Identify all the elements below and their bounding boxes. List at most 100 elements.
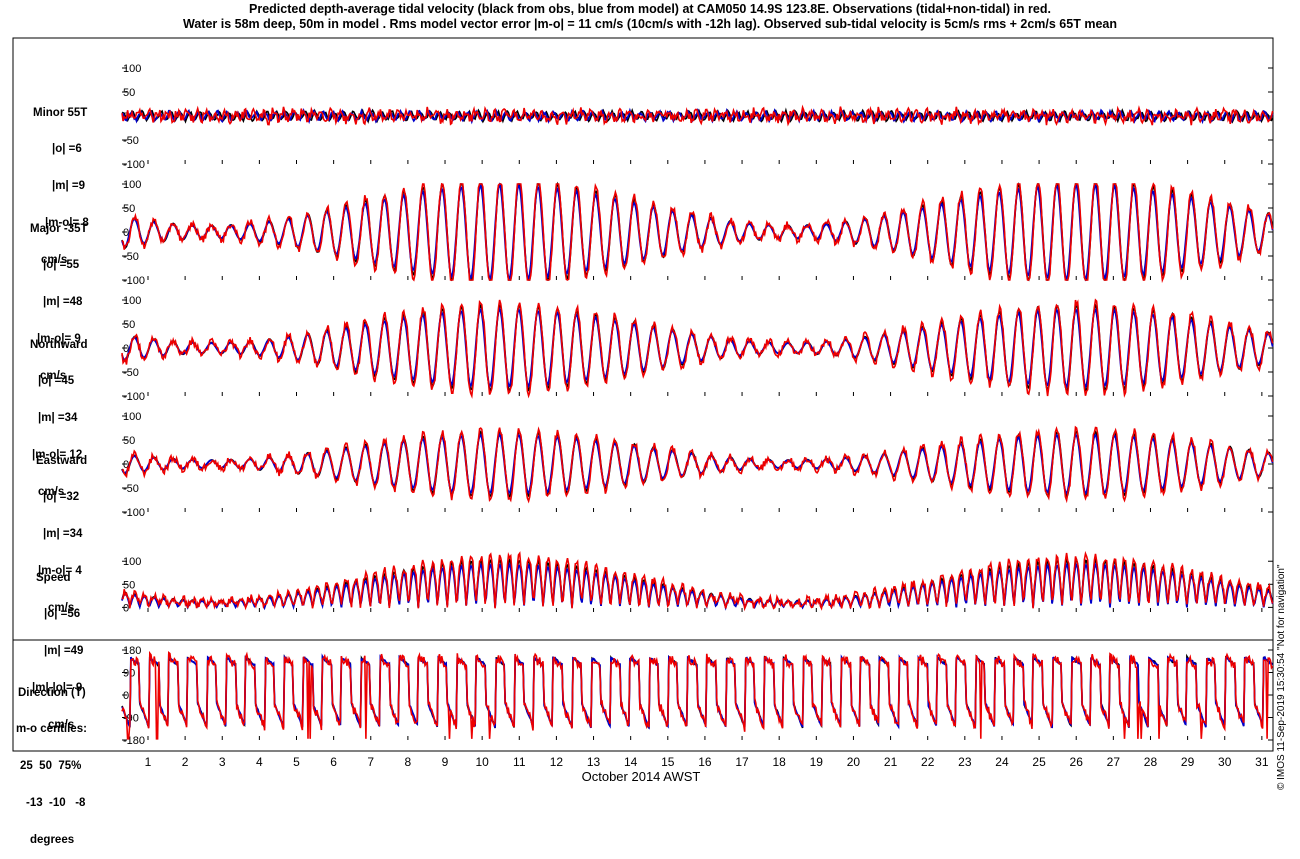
x-tick-label: 8: [405, 755, 412, 769]
y-tick-label: 100: [123, 63, 141, 75]
copyright-stamp: © IMOS 11-Sep-2019 15:30:54 "Not for nav…: [1276, 564, 1287, 790]
y-tick-label: 90: [123, 668, 135, 680]
label-line: cm/s: [48, 719, 75, 732]
y-tick-label: 0: [123, 227, 129, 239]
x-tick-label: 19: [810, 755, 824, 769]
x-tick-label: 1: [145, 755, 152, 769]
label-line: |m-o|= 8: [45, 217, 89, 230]
panel-label-direction: Direction (T) m-o centiles: 25 50 75% -1…: [16, 662, 87, 859]
y-tick-label: 100: [123, 411, 141, 423]
label-line: |m| =48: [43, 296, 83, 309]
series-line-east-2: [121, 425, 1274, 504]
x-tick-label: 5: [293, 755, 300, 769]
x-tick-label: 28: [1144, 755, 1158, 769]
label-line: |m-o|= 12: [32, 449, 83, 462]
chart-title-line-2: Water is 58m deep, 50m in model . Rms mo…: [183, 17, 1117, 31]
panel-label-speed: Speed |o| =56 |m| =49 |m|-|o|= 9 cm/s: [32, 547, 84, 744]
label-line: |m| =34: [38, 412, 78, 425]
x-tick-label: 14: [624, 755, 638, 769]
y-tick-label: -50: [123, 483, 139, 495]
chart-canvas: 100500-50-100100500-50-100100500-50-1001…: [12, 37, 1274, 784]
panel-label-minor: Minor 55T |o| =6 |m| =9 |m-o|= 8 cm/s: [33, 82, 89, 279]
panel-label-northward: Northward |o| =45 |m| =34 |m-o|= 12 cm/s: [30, 314, 88, 511]
label-line: |m| =49: [44, 645, 84, 658]
label-line: |m| =9: [52, 180, 85, 193]
series-line-dir-2: [121, 650, 1274, 740]
y-tick-label: -100: [123, 391, 145, 403]
x-tick-label: 21: [884, 755, 898, 769]
label-line: |o| =56: [44, 608, 81, 621]
y-tick-label: -180: [123, 735, 145, 747]
y-tick-label: -50: [123, 135, 139, 147]
x-tick-label: 7: [367, 755, 374, 769]
lower-frame: [12, 639, 1274, 752]
label-line: Major -35T: [30, 222, 88, 235]
x-tick-label: 3: [219, 755, 226, 769]
x-tick-label: 22: [921, 755, 935, 769]
x-tick-label: 16: [698, 755, 712, 769]
series-line-minor-2: [121, 104, 1274, 127]
label-line: cm/s: [40, 370, 67, 383]
panel-label-major: Major -35T |o| =55 |m| =48 |m-o|= 9 cm/s: [30, 198, 88, 395]
x-tick-label: 24: [995, 755, 1009, 769]
x-tick-label: 26: [1070, 755, 1084, 769]
series-line-major-2: [121, 182, 1274, 284]
y-tick-label: 50: [123, 579, 135, 591]
label-line: |m-o|= 4: [38, 565, 82, 578]
panel-label-eastward: Eastward |o| =32 |m| =34 |m-o|= 4 cm/s: [36, 430, 87, 627]
chart-title-line-1: Predicted depth-average tidal velocity (…: [249, 2, 1051, 16]
label-line: |o| =45: [38, 375, 75, 388]
x-tick-label: 13: [587, 755, 601, 769]
label-line: |m-o|= 9: [37, 333, 81, 346]
x-tick-label: 10: [475, 755, 489, 769]
x-tick-label: 31: [1255, 755, 1269, 769]
label-line: 25 50 75%: [20, 760, 82, 773]
label-line: |o| =6: [52, 143, 82, 156]
label-line: -13 -10 -8: [26, 797, 86, 810]
label-line: Minor 55T: [33, 106, 88, 119]
x-tick-label: 25: [1032, 755, 1046, 769]
label-line: |o| =55: [43, 259, 80, 272]
x-tick-label: 18: [773, 755, 787, 769]
y-tick-label: 50: [123, 435, 135, 447]
label-line: Northward: [30, 338, 88, 351]
label-line: |m| =34: [43, 528, 83, 541]
y-tick-label: -100: [123, 275, 145, 287]
x-tick-label: 27: [1107, 755, 1121, 769]
x-tick-label: 23: [958, 755, 972, 769]
y-tick-label: 0: [123, 343, 129, 355]
y-tick-label: -100: [123, 507, 145, 519]
y-tick-label: 0: [123, 602, 129, 614]
y-tick-label: 100: [123, 179, 141, 191]
y-tick-label: -50: [123, 251, 139, 263]
label-line: cm/s: [48, 602, 75, 615]
y-tick-label: 50: [123, 203, 135, 215]
label-line: cm/s: [38, 486, 65, 499]
y-tick-label: 100: [123, 295, 141, 307]
label-line: cm/s: [41, 254, 68, 267]
label-line: Speed: [36, 571, 71, 584]
y-tick-label: 0: [123, 690, 129, 702]
label-line: m-o centiles:: [16, 723, 87, 736]
x-tick-label: 20: [847, 755, 861, 769]
x-tick-label: 9: [442, 755, 449, 769]
y-tick-label: 180: [123, 645, 141, 657]
y-tick-label: 50: [123, 87, 135, 99]
x-tick-label: 12: [550, 755, 564, 769]
y-tick-label: 100: [123, 556, 141, 568]
series-line-speed-2: [121, 550, 1274, 612]
x-tick-label: 6: [330, 755, 337, 769]
y-tick-label: 50: [123, 319, 135, 331]
x-tick-label: 30: [1218, 755, 1232, 769]
label-line: |o| =32: [43, 491, 80, 504]
y-tick-label: -50: [123, 367, 139, 379]
label-line: |m|-|o|= 9: [32, 682, 83, 695]
x-tick-label: 29: [1181, 755, 1195, 769]
y-tick-label: -100: [123, 159, 145, 171]
x-tick-label: 17: [735, 755, 749, 769]
x-tick-label: 15: [661, 755, 675, 769]
x-axis-label: October 2014 AWST: [582, 769, 701, 784]
x-tick-label: 2: [182, 755, 189, 769]
y-tick-label: 0: [123, 459, 129, 471]
series-line-north-2: [121, 298, 1274, 399]
